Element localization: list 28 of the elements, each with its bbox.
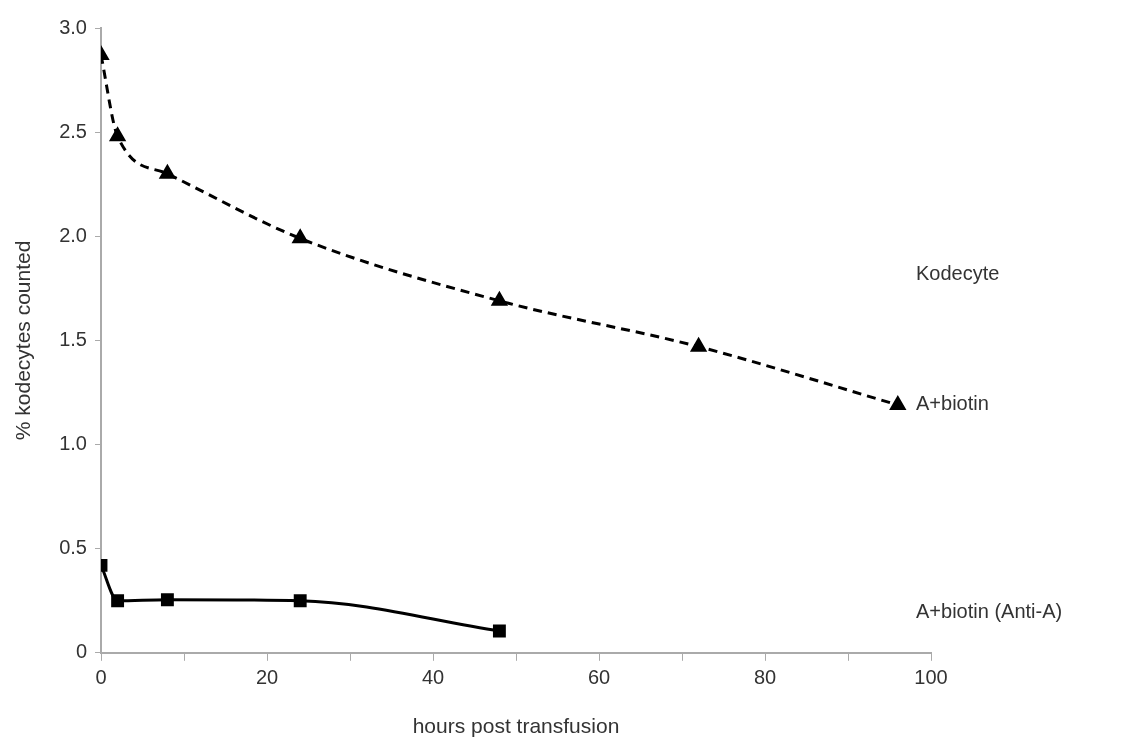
- point: [160, 593, 174, 607]
- x-tick-label: 100: [914, 666, 948, 689]
- point: [491, 292, 507, 306]
- y-tick-label: 1.0: [59, 432, 87, 455]
- y-tick-label: 2.5: [59, 119, 87, 142]
- y-tick-label: 3.0: [59, 15, 87, 38]
- point: [492, 624, 506, 638]
- y-tick-label: 0: [75, 640, 87, 663]
- y-tick-label: 2.0: [59, 223, 87, 246]
- point: [691, 338, 707, 352]
- point: [292, 229, 308, 244]
- y-tick-label: 1.5: [59, 327, 87, 350]
- point: [293, 594, 307, 608]
- x-tick-label: 60: [587, 666, 611, 689]
- x-tick-label: 20: [255, 666, 279, 689]
- point: [890, 396, 906, 410]
- point: [110, 127, 126, 142]
- point: [159, 165, 175, 179]
- point: [111, 594, 125, 608]
- legend-title: Kodecyte: [916, 262, 1000, 285]
- y-axis-title: % kodecytes counted: [11, 240, 35, 441]
- x-tick-label: 0: [95, 666, 107, 689]
- x-axis-title: hours post transfusion: [412, 714, 620, 738]
- series-label: A+biotin: [916, 392, 989, 415]
- text: A+biotin (Anti-A): [916, 600, 1063, 623]
- y-tick-label: 0.5: [59, 536, 87, 559]
- x-tick-label: 40: [421, 666, 445, 689]
- x-tick-label: 80: [753, 666, 777, 689]
